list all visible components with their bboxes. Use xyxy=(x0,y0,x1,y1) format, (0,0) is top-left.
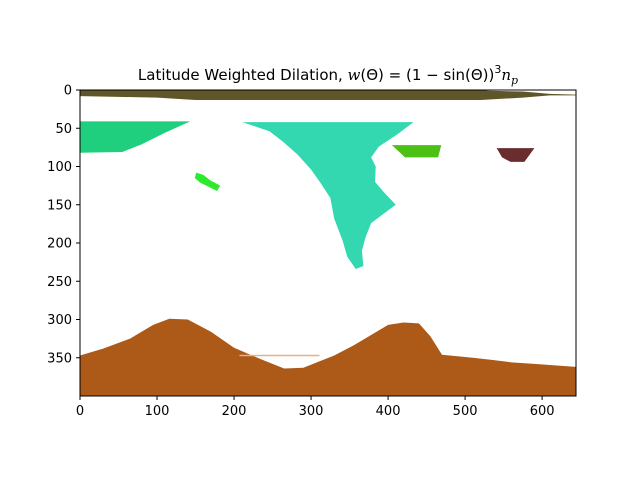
y-tick-label: 50 xyxy=(55,122,72,137)
region-green-trapezoid xyxy=(391,145,442,158)
region-central-patch xyxy=(242,122,414,270)
x-axis: 0 100 200 300 400 500 600 xyxy=(76,396,555,419)
y-tick-label: 150 xyxy=(47,198,72,213)
region-faint-line xyxy=(239,354,320,357)
y-tick-label: 100 xyxy=(47,160,72,175)
title-exponent: 3 xyxy=(494,63,501,76)
region-top-band xyxy=(80,90,576,100)
x-tick-label: 0 xyxy=(76,404,84,419)
title-subscript: p xyxy=(511,74,518,87)
y-tick-label: 300 xyxy=(47,313,72,328)
y-tick-label: 200 xyxy=(47,237,72,252)
y-tick-label: 250 xyxy=(47,275,72,290)
region-bottom-terrain xyxy=(80,318,576,396)
chart-title: Latitude Weighted Dilation, w(Θ) = (1 − … xyxy=(138,63,518,87)
plot-area xyxy=(79,89,577,397)
region-maroon-trapezoid xyxy=(496,148,535,162)
x-tick-label: 100 xyxy=(145,404,170,419)
x-tick-label: 300 xyxy=(299,404,324,419)
region-upper-left-patch xyxy=(80,121,191,153)
title-formula: (Θ) = (1 − sin(Θ)) xyxy=(360,66,494,84)
y-axis: 0 50 100 150 200 250 300 350 xyxy=(47,84,80,366)
image-regions xyxy=(80,90,576,396)
y-tick-label: 0 xyxy=(64,84,72,99)
y-tick-label: 350 xyxy=(47,351,72,366)
title-w: w xyxy=(348,66,361,84)
x-tick-label: 400 xyxy=(376,404,401,419)
title-n: n xyxy=(501,66,511,84)
x-tick-label: 200 xyxy=(222,404,247,419)
x-tick-label: 600 xyxy=(530,404,555,419)
x-tick-label: 500 xyxy=(453,404,478,419)
title-prefix: Latitude Weighted Dilation, xyxy=(138,66,348,84)
region-green-blob xyxy=(194,172,221,191)
